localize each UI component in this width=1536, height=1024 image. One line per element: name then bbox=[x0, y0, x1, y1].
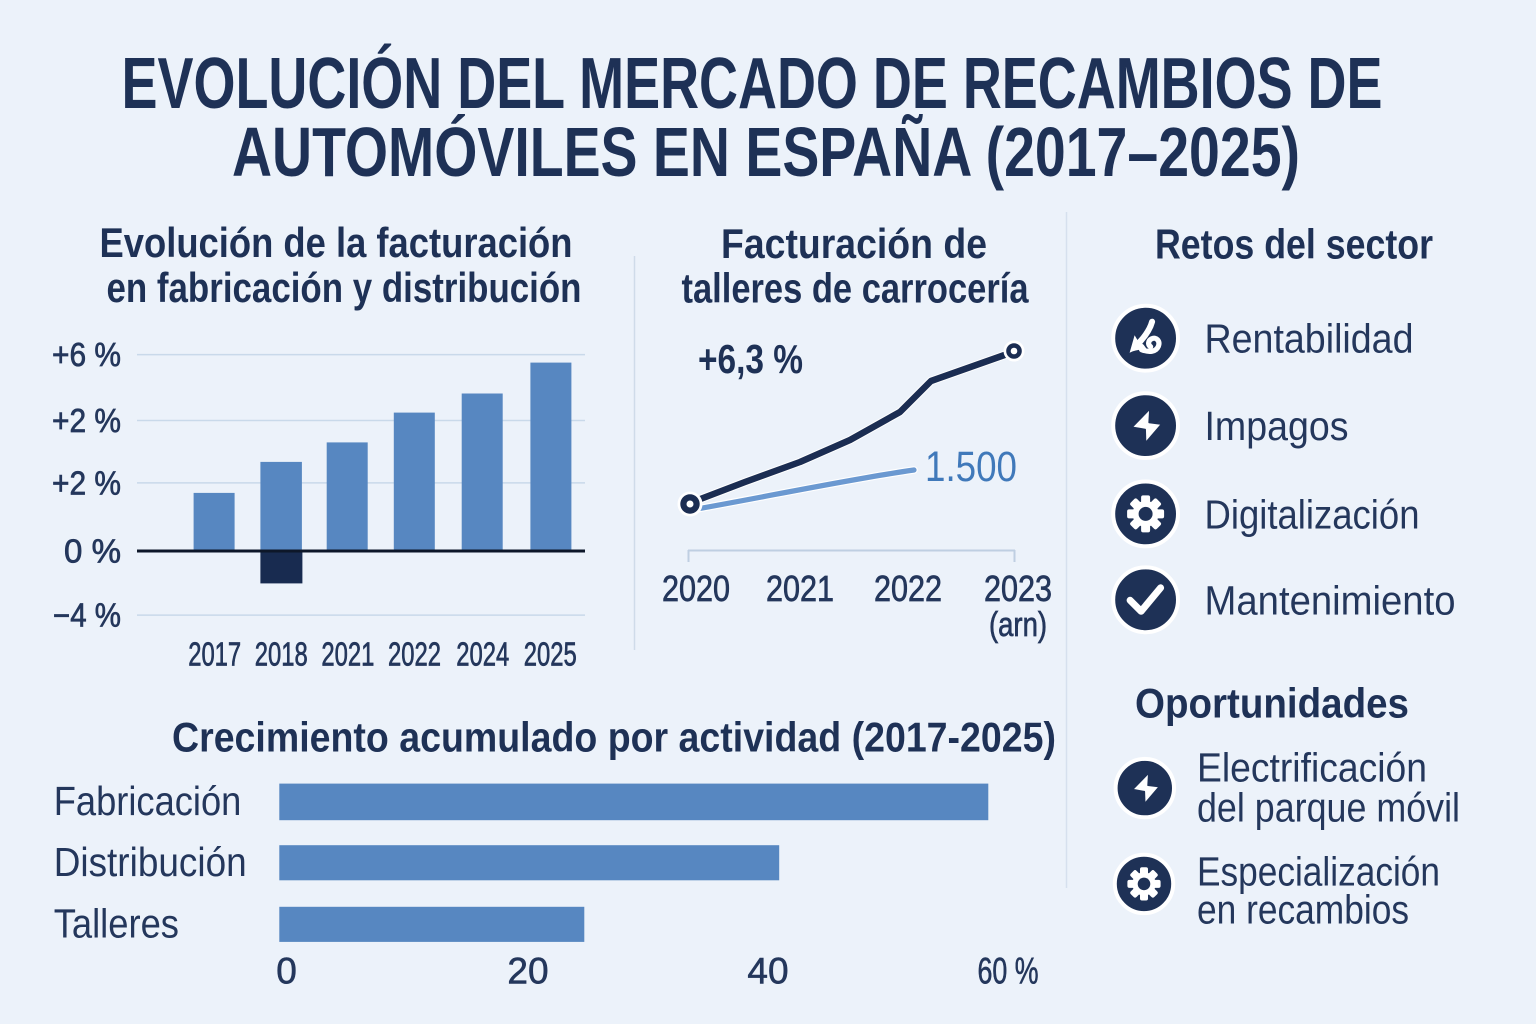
svg-text:1.500: 1.500 bbox=[925, 443, 1017, 491]
svg-text:+2 %: +2 % bbox=[52, 464, 121, 501]
svg-text:0 %: 0 % bbox=[64, 533, 121, 570]
svg-text:(arn): (arn) bbox=[989, 606, 1047, 644]
svg-text:en fabricación y distribución: en fabricación y distribución bbox=[107, 264, 582, 311]
svg-text:20: 20 bbox=[507, 951, 548, 992]
svg-text:2020: 2020 bbox=[662, 568, 730, 609]
svg-text:+2 %: +2 % bbox=[52, 402, 121, 439]
svg-text:EVOLUCIÓN DEL MERCADO DE RECAM: EVOLUCIÓN DEL MERCADO DE RECAMBIOS DE bbox=[122, 43, 1383, 124]
svg-text:2025: 2025 bbox=[524, 636, 577, 673]
svg-text:+6,3 %: +6,3 % bbox=[698, 336, 803, 382]
svg-text:2018: 2018 bbox=[255, 636, 308, 673]
svg-text:Evolución de la facturación: Evolución de la facturación bbox=[100, 219, 573, 266]
svg-text:Crecimiento acumulado por acti: Crecimiento acumulado por actividad (201… bbox=[172, 714, 1056, 761]
svg-text:Electrificación: Electrificación bbox=[1197, 745, 1427, 791]
svg-text:2023: 2023 bbox=[984, 568, 1052, 609]
svg-text:Distribución: Distribución bbox=[54, 839, 247, 885]
svg-text:Oportunidades: Oportunidades bbox=[1135, 680, 1409, 727]
svg-text:del parque móvil: del parque móvil bbox=[1197, 785, 1460, 831]
svg-text:Impagos: Impagos bbox=[1205, 403, 1349, 449]
svg-text:2021: 2021 bbox=[766, 568, 834, 609]
svg-text:40: 40 bbox=[747, 951, 788, 992]
svg-text:2022: 2022 bbox=[874, 568, 942, 609]
svg-text:−4 %: −4 % bbox=[53, 597, 121, 634]
svg-text:en recambios: en recambios bbox=[1197, 886, 1409, 932]
svg-text:+6 %: +6 % bbox=[52, 336, 121, 373]
svg-text:2024: 2024 bbox=[456, 636, 509, 673]
svg-text:2021: 2021 bbox=[321, 636, 374, 673]
svg-text:2022: 2022 bbox=[388, 636, 441, 673]
svg-text:Retos del sector: Retos del sector bbox=[1155, 221, 1433, 268]
svg-text:60 %: 60 % bbox=[978, 951, 1039, 992]
svg-text:Digitalización: Digitalización bbox=[1205, 491, 1420, 537]
svg-text:Especialización: Especialización bbox=[1197, 849, 1440, 895]
svg-text:Rentabilidad: Rentabilidad bbox=[1205, 316, 1414, 362]
svg-text:talleres de carrocería: talleres de carrocería bbox=[682, 265, 1030, 312]
svg-text:0: 0 bbox=[276, 951, 297, 992]
svg-text:Facturación de: Facturación de bbox=[721, 220, 987, 267]
svg-text:Talleres: Talleres bbox=[54, 901, 179, 947]
svg-text:AUTOMÓVILES EN ESPAÑA (2017–20: AUTOMÓVILES EN ESPAÑA (2017–2025) bbox=[232, 113, 1300, 191]
svg-text:2017: 2017 bbox=[188, 636, 241, 673]
svg-text:Fabricación: Fabricación bbox=[54, 778, 242, 824]
svg-text:Mantenimiento: Mantenimiento bbox=[1205, 577, 1456, 623]
